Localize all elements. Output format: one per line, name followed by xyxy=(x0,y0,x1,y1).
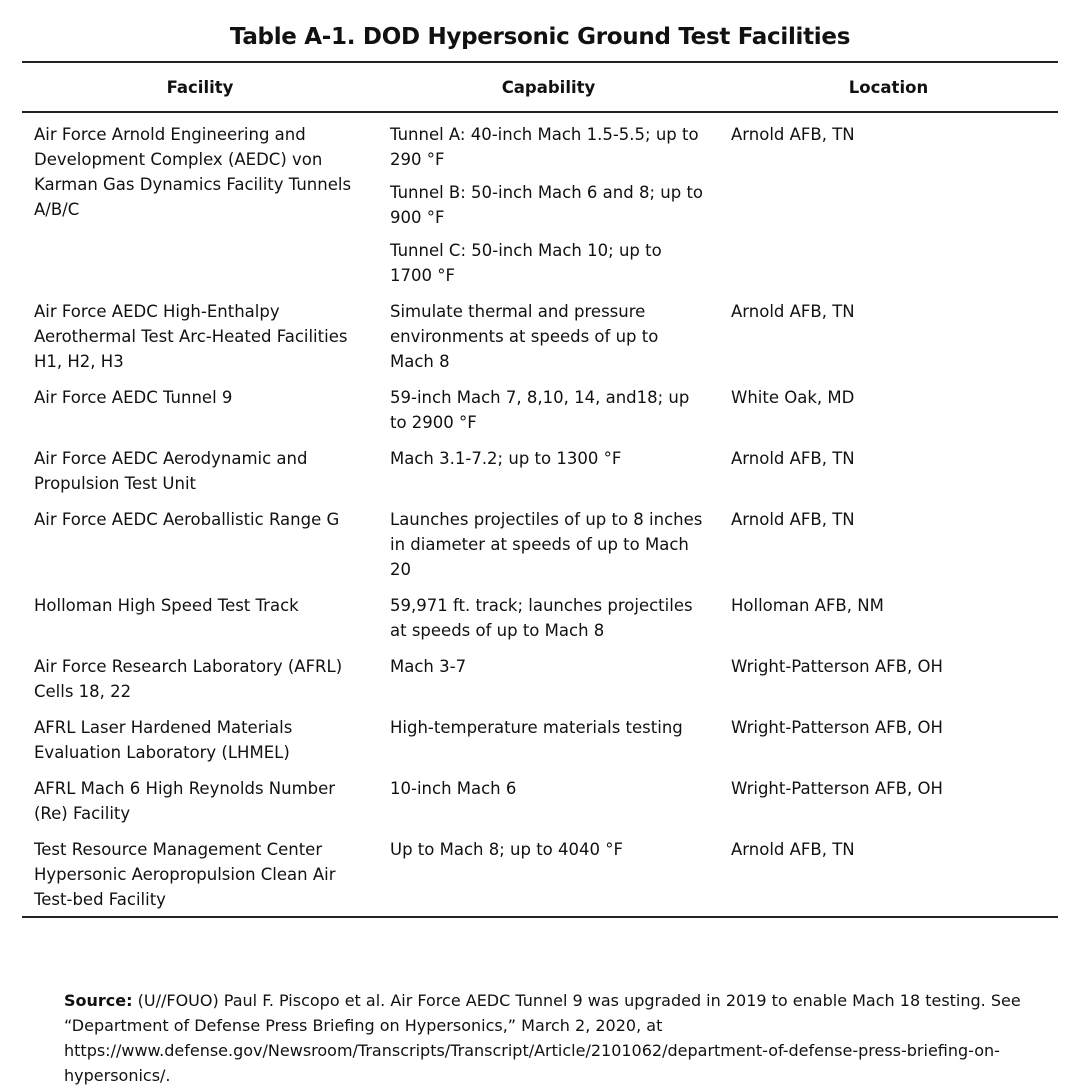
column-header: Capability xyxy=(378,61,719,113)
table-row: AFRL Laser Hardened Materials Evaluation… xyxy=(22,711,1058,772)
capability-text: Up to Mach 8; up to 4040 °F xyxy=(390,840,623,859)
capability-cell: 59,971 ft. track; launches projectiles a… xyxy=(378,589,719,650)
facility-cell: Air Force AEDC High-Enthalpy Aerothermal… xyxy=(34,302,348,371)
facility-cell: AFRL Mach 6 High Reynolds Number (Re) Fa… xyxy=(34,779,336,823)
location-cell: Arnold AFB, TN xyxy=(719,833,1058,918)
location-cell: Wright-Patterson AFB, OH xyxy=(731,779,943,798)
location-cell: Wright-Patterson AFB, OH xyxy=(731,657,943,676)
capability-text: 10-inch Mach 6 xyxy=(390,779,517,798)
facility-cell: Air Force AEDC Tunnel 9 xyxy=(34,388,233,407)
facility-cell: Holloman High Speed Test Track xyxy=(34,596,299,615)
location-cell: Arnold AFB, TN xyxy=(731,449,855,468)
capability-text: Mach 3.1-7.2; up to 1300 °F xyxy=(390,449,622,468)
table-title: Table A-1. DOD Hypersonic Ground Test Fa… xyxy=(229,24,851,50)
facility-cell: Air Force AEDC Aeroballistic Range G xyxy=(34,510,340,529)
table-row: Air Force Arnold Engineering and Develop… xyxy=(22,112,1058,295)
table-row: Test Resource Management Center Hyperson… xyxy=(22,833,1058,918)
facility-cell: Air Force AEDC Aerodynamic and Propulsio… xyxy=(34,449,308,493)
column-header: Facility xyxy=(22,61,378,113)
location-cell: Arnold AFB, TN xyxy=(731,510,855,529)
table-row: AFRL Mach 6 High Reynolds Number (Re) Fa… xyxy=(22,772,1058,833)
capability-text: Mach 3-7 xyxy=(390,657,467,676)
table-row: Air Force Research Laboratory (AFRL) Cel… xyxy=(22,650,1058,711)
capability-cell: Mach 3.1-7.2; up to 1300 °F xyxy=(378,442,719,503)
table-row: Air Force AEDC High-Enthalpy Aerothermal… xyxy=(22,295,1058,381)
capability-cell: High-temperature materials testing xyxy=(378,711,719,772)
facilities-table: Facility Capability Location Air Force Arn… xyxy=(22,61,1058,918)
location-cell: White Oak, MD xyxy=(731,388,855,407)
capability-text: Launches projectiles of up to 8 inches i… xyxy=(390,510,703,579)
capability-cell: 59-inch Mach 7, 8,10, 14, and18; up to 2… xyxy=(378,381,719,442)
table-row: Air Force AEDC Aerodynamic and Propulsio… xyxy=(22,442,1058,503)
capability-cell: Launches projectiles of up to 8 inches i… xyxy=(378,503,719,589)
capability-text: High-temperature materials testing xyxy=(390,718,683,737)
table-row: Air Force AEDC Tunnel 9 59-inch Mach 7, 8… xyxy=(22,381,1058,442)
capability-text: 59-inch Mach 7, 8,10, 14, and18; up to 2… xyxy=(390,388,690,432)
facility-cell: AFRL Laser Hardened Materials Evaluation… xyxy=(34,718,293,762)
capability-text: Tunnel B: 50-inch Mach 6 and 8; up to 90… xyxy=(390,183,704,227)
facility-cell: Air Force Arnold Engineering and Develop… xyxy=(34,125,352,219)
facility-cell: Test Resource Management Center Hyperson… xyxy=(22,833,378,918)
header-row: Facility Capability Location xyxy=(22,61,1058,113)
source-note: Source: (U//FOUO) Paul F. Piscopo et al.… xyxy=(64,988,1044,1088)
facility-cell: Air Force Research Laboratory (AFRL) Cel… xyxy=(34,657,343,701)
column-header: Location xyxy=(719,61,1058,113)
capability-text: Tunnel C: 50-inch Mach 10; up to 1700 °F xyxy=(390,241,662,285)
capability-cell: Simulate thermal and pressure environmen… xyxy=(378,295,719,381)
source-label: Source: xyxy=(64,991,133,1010)
capability-cell: Up to Mach 8; up to 4040 °F xyxy=(378,833,719,918)
capability-text: 59,971 ft. track; launches projectiles a… xyxy=(390,596,693,640)
location-cell: Arnold AFB, TN xyxy=(731,125,855,144)
table-row: Holloman High Speed Test Track 59,971 ft.… xyxy=(22,589,1058,650)
table-row: Air Force AEDC Aeroballistic Range G Laun… xyxy=(22,503,1058,589)
capability-text: Tunnel A: 40-inch Mach 1.5-5.5; up to 29… xyxy=(390,125,699,169)
location-cell: Holloman AFB, NM xyxy=(731,596,884,615)
capability-cell: Tunnel A: 40-inch Mach 1.5-5.5; up to 29… xyxy=(378,112,719,295)
capability-cell: 10-inch Mach 6 xyxy=(378,772,719,833)
location-cell: Wright-Patterson AFB, OH xyxy=(731,718,943,737)
capability-cell: Mach 3-7 xyxy=(378,650,719,711)
source-text: (U//FOUO) Paul F. Piscopo et al. Air For… xyxy=(64,991,1021,1085)
table-body: Air Force Arnold Engineering and Develop… xyxy=(22,112,1058,918)
location-cell: Arnold AFB, TN xyxy=(731,302,855,321)
capability-text: Simulate thermal and pressure environmen… xyxy=(390,302,659,371)
